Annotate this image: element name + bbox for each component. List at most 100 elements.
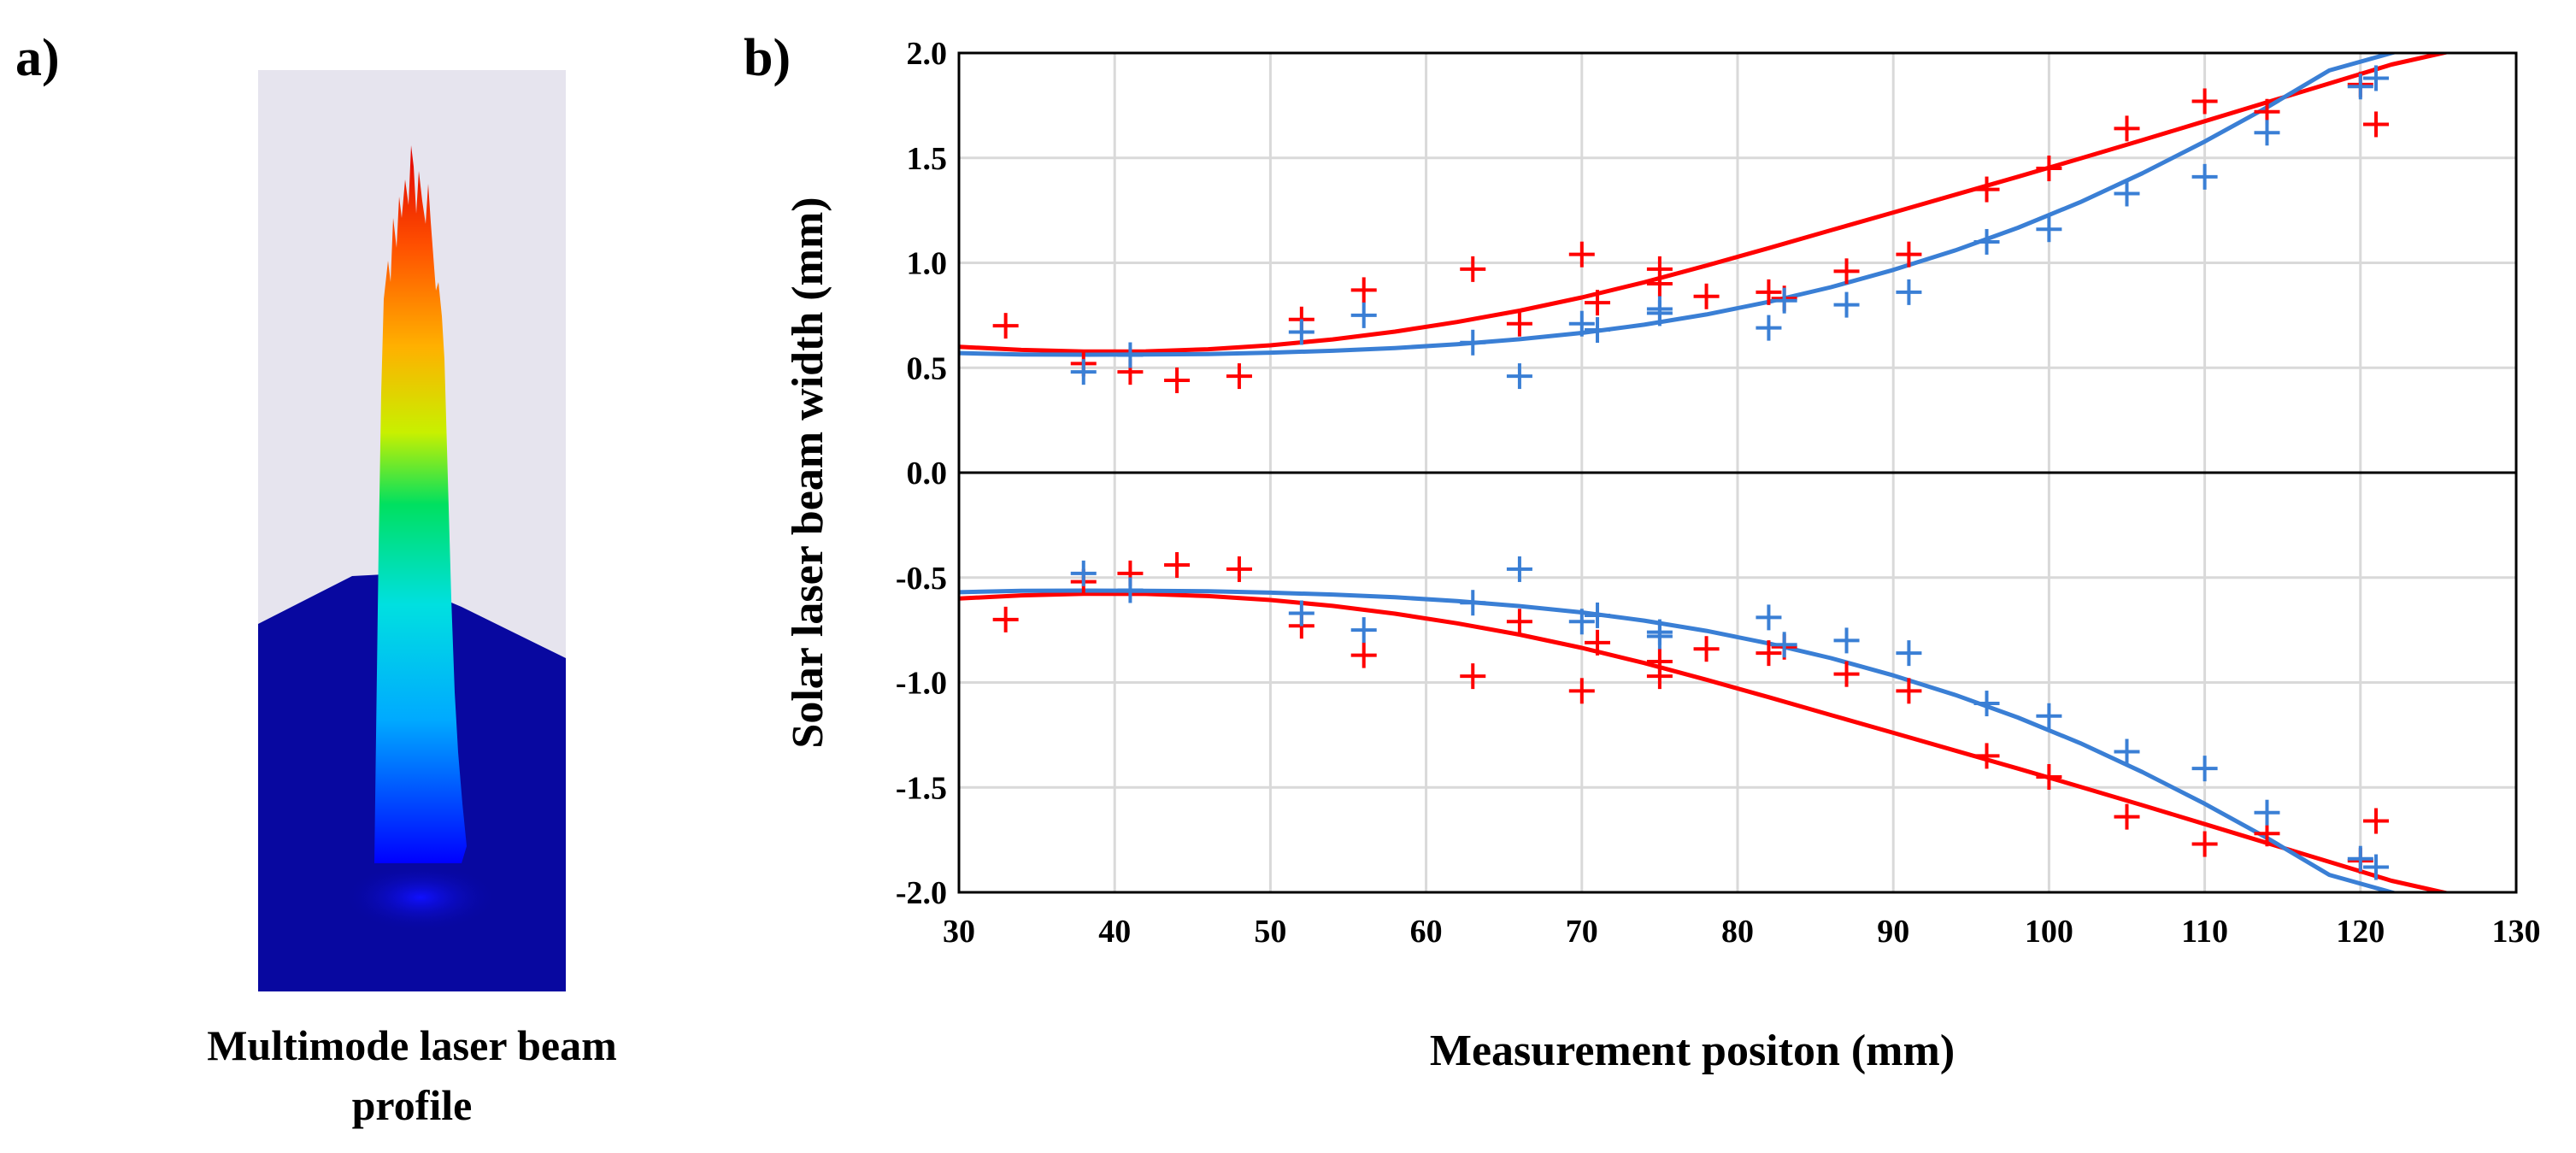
y-axis-title: Solar laser beam width (mm) — [784, 197, 832, 748]
data-point-marker — [2363, 111, 2390, 138]
data-point-marker — [1693, 283, 1720, 309]
x-tick-label: 130 — [2492, 914, 2541, 950]
data-point-marker — [1164, 367, 1191, 393]
data-point-marker — [1070, 359, 1097, 385]
data-point-marker — [1288, 600, 1314, 627]
data-point-marker — [1350, 642, 1377, 668]
y-tick-label: -2.0 — [896, 875, 947, 911]
y-tick-label: 0.5 — [907, 350, 948, 386]
data-point-marker — [1460, 590, 1486, 616]
y-tick-label: -1.5 — [896, 770, 947, 806]
data-point-marker — [1646, 648, 1673, 674]
axes — [957, 51, 2518, 894]
data-point-marker — [1460, 256, 1486, 282]
data-point-marker — [2114, 115, 2140, 142]
data-point-marker — [1646, 619, 1673, 645]
data-point-marker — [2191, 831, 2218, 857]
fit-curve-lower — [959, 588, 2400, 892]
data-point-marker — [1646, 300, 1673, 326]
data-point-marker — [1756, 315, 1782, 341]
data-point-marker — [1973, 176, 2000, 203]
data-point-marker — [1833, 627, 1860, 654]
caption-line1: Multimode laser beam — [207, 1021, 617, 1069]
y-tick-label: 2.0 — [907, 36, 948, 72]
x-tick-label: 110 — [2181, 914, 2228, 950]
data-point-marker — [1896, 640, 1922, 667]
data-point-marker — [1585, 629, 1611, 656]
y-tick-label: 1.0 — [907, 246, 948, 282]
beam-profile-image — [258, 70, 566, 991]
data-point-marker — [2114, 803, 2140, 830]
data-point-marker — [2036, 216, 2062, 243]
x-tick-label: 70 — [1566, 914, 1598, 950]
data-point-marker — [1896, 241, 1922, 268]
data-point-marker — [1585, 290, 1611, 316]
data-point-marker — [2036, 763, 2062, 790]
fit-curve-lower — [959, 591, 2453, 892]
data-point-marker — [1771, 287, 1797, 314]
data-point-marker — [1693, 636, 1720, 662]
x-tick-label: 30 — [943, 914, 975, 950]
data-point-marker — [1164, 552, 1191, 579]
data-point-marker — [2191, 88, 2218, 115]
data-point-marker — [1973, 691, 2000, 717]
data-point-marker — [1350, 302, 1377, 328]
y-tick-label: -1.0 — [896, 666, 947, 702]
data-point-marker — [2363, 808, 2390, 834]
data-point-marker — [1568, 310, 1595, 337]
data-point-marker — [2254, 799, 2280, 826]
y-tick-label: -0.5 — [896, 561, 947, 597]
data-point-marker — [1756, 604, 1782, 631]
data-markers — [992, 65, 2390, 880]
data-point-marker — [1506, 556, 1532, 582]
data-point-marker — [2036, 156, 2062, 182]
fit-curve-upper — [959, 53, 2400, 357]
data-point-marker — [1226, 556, 1252, 582]
caption-line2: profile — [352, 1081, 473, 1129]
data-point-marker — [1568, 241, 1595, 268]
data-point-marker — [992, 606, 1019, 632]
fit-curve-upper — [959, 53, 2453, 354]
data-point-marker — [992, 313, 1019, 339]
data-point-marker — [2254, 120, 2280, 146]
beam-profile-peak — [374, 145, 467, 863]
x-tick-label: 50 — [1254, 914, 1286, 950]
data-point-marker — [2191, 756, 2218, 782]
data-point-marker — [2363, 854, 2390, 880]
data-point-marker — [1896, 279, 1922, 305]
data-point-marker — [1350, 277, 1377, 303]
data-point-marker — [1833, 291, 1860, 318]
x-tick-label: 120 — [2336, 914, 2385, 950]
x-tick-label: 80 — [1721, 914, 1754, 950]
x-tick-label: 40 — [1098, 914, 1131, 950]
data-point-marker — [1506, 609, 1532, 635]
data-point-marker — [1973, 228, 2000, 255]
data-point-marker — [1460, 329, 1486, 356]
data-point-marker — [1506, 363, 1532, 390]
data-point-marker — [1973, 743, 2000, 769]
data-point-marker — [2191, 163, 2218, 190]
beam-profile-glow — [344, 863, 497, 932]
data-point-marker — [2347, 845, 2373, 872]
data-point-marker — [1226, 363, 1252, 390]
x-axis-title: Measurement positon (mm) — [1430, 1027, 1955, 1075]
tick-labels: 30 40 50 60 70 80 90 100 110 120 130 2.0 1.5 1.0 0.5 0.… — [896, 36, 2541, 950]
x-tick-label: 60 — [1410, 914, 1443, 950]
data-point-marker — [1585, 317, 1611, 344]
data-point-marker — [1568, 609, 1595, 635]
data-point-marker — [1288, 319, 1314, 345]
data-point-marker — [1568, 678, 1595, 704]
data-point-marker — [1756, 279, 1782, 305]
data-point-marker — [1833, 258, 1860, 285]
data-point-marker — [1117, 577, 1144, 603]
data-point-marker — [2363, 65, 2390, 91]
x-tick-label: 100 — [2025, 914, 2073, 950]
data-point-marker — [2114, 180, 2140, 207]
data-point-marker — [1117, 342, 1144, 368]
data-point-marker — [1460, 663, 1486, 690]
data-point-marker — [2114, 738, 2140, 765]
data-point-marker — [1350, 617, 1377, 644]
data-point-marker — [1646, 271, 1673, 297]
data-point-marker — [2347, 74, 2373, 100]
panel-a-label: a) — [15, 29, 60, 87]
